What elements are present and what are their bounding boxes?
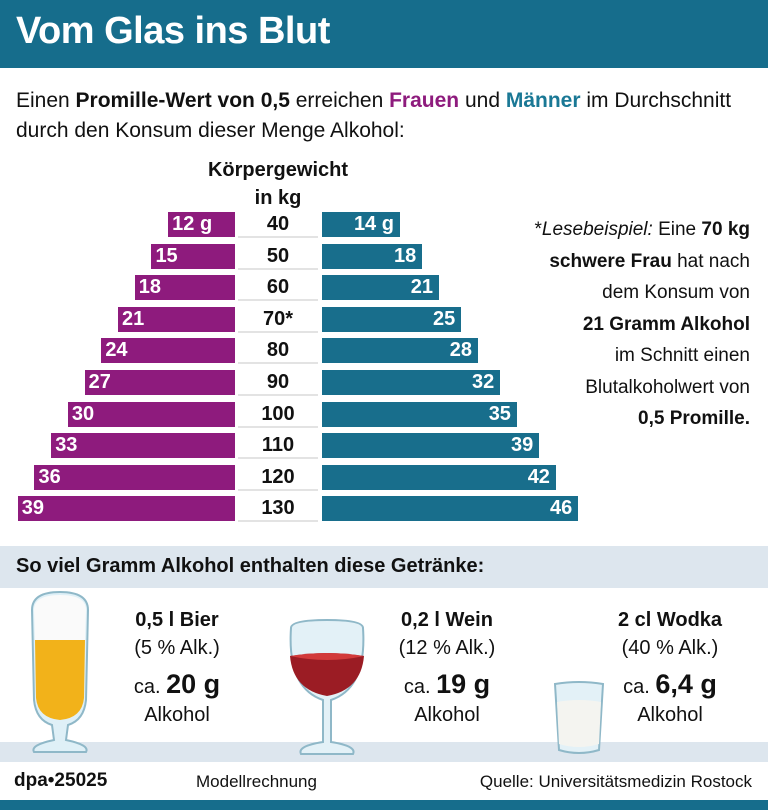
chart-row: 90 27 32 [0, 368, 768, 396]
weight-label: 100 [238, 400, 318, 428]
bar-women: 21 [118, 306, 235, 332]
bottom-band [0, 800, 768, 810]
reading-example: *Lesebeispiel: Eine 70 kg schwere Frau h… [470, 214, 750, 435]
bar-women: 27 [84, 370, 235, 395]
bar-women: 33 [51, 433, 235, 459]
intro-promille: Promille-Wert von 0,5 [75, 89, 290, 112]
bar-men: 18 [322, 243, 423, 269]
chart-row: 110 33 39 [0, 431, 768, 460]
drink-beer: 0,5 l Bier (5 % Alk.) ca. 20 g Alkohol [112, 606, 242, 729]
weight-label: 60 [238, 273, 318, 302]
drink-percent: (12 % Alk.) [398, 637, 496, 659]
note-text: 70 kg [701, 219, 750, 240]
bar-women: 36 [34, 464, 235, 490]
note-text: hat nach [671, 250, 750, 272]
pyramid-chart: 40 12 g 14 g 50 15 18 60 18 21 70* 21 25 80 24 28 90 27 3… [0, 210, 768, 540]
source-note: Quelle: Universitätsmedizin Rostock [479, 772, 752, 791]
chart-row: 50 15 18 [0, 242, 768, 270]
table-band [0, 742, 768, 762]
weight-label: 120 [238, 463, 318, 491]
note-text: 21 Gramm Alkohol [582, 313, 750, 335]
section-title: So viel Gramm Alkohol enthalten diese Ge… [16, 555, 485, 577]
legend-women: Frauen [389, 89, 460, 112]
note-label: Lesebeispiel: [541, 219, 653, 240]
drink-wine: 0,2 l Wein (12 % Alk.) ca. 19 g Alkohol [382, 606, 512, 729]
chart-row: 60 18 21 [0, 273, 768, 302]
bar-men: 14 g [322, 212, 400, 237]
weight-label: 90 [238, 368, 318, 396]
weight-label: 40 [238, 210, 318, 238]
intro-part: und [459, 89, 506, 112]
graphic-id: dpa•25025 [14, 770, 108, 791]
bar-men: 39 [322, 433, 540, 459]
chart-row: 70* 21 25 [0, 305, 768, 333]
bar-women: 18 [134, 275, 235, 301]
note-text: Eine [652, 219, 702, 240]
bar-men: 46 [322, 496, 579, 522]
note-asterisk: * [534, 219, 542, 240]
drink-amount: 19 g [436, 669, 491, 699]
bar-men: 28 [322, 338, 478, 364]
section-band: So viel Gramm Alkohol enthalten diese Ge… [0, 546, 768, 588]
drink-name: 0,5 l Bier [135, 609, 219, 631]
shot-glass-icon [553, 681, 605, 754]
intro-part: erreichen [289, 89, 390, 112]
drink-unit: Alkohol [414, 704, 480, 726]
drink-unit: Alkohol [144, 704, 210, 726]
bar-women: 39 [17, 496, 235, 522]
drink-amount: 20 g [166, 669, 221, 699]
intro-part: im Durchschnitt durch den Konsum dieser … [16, 89, 732, 142]
axis-title-line1: Körpergewicht [207, 159, 349, 181]
weight-label: 80 [238, 336, 318, 365]
note-text: Blutalkoholwert von [585, 376, 750, 398]
weight-label: 130 [238, 494, 318, 523]
chart-row: 130 39 46 [0, 494, 768, 523]
drink-vodka: 2 cl Wodka (40 % Alk.) ca. 6,4 g Alkohol [600, 606, 740, 729]
drink-ca: ca. [133, 676, 161, 698]
intro-part: Einen [16, 89, 76, 112]
chart-row: 80 24 28 [0, 336, 768, 365]
drink-percent: (5 % Alk.) [134, 637, 220, 659]
note-text: 0,5 Promille. [638, 408, 750, 429]
bar-men: 42 [322, 464, 556, 490]
bar-men: 21 [322, 275, 439, 301]
page-title: Vom Glas ins Blut [16, 10, 330, 52]
drink-amount: 6,4 g [655, 669, 717, 699]
bar-women: 12 g [168, 212, 235, 237]
bar-men: 25 [322, 306, 462, 332]
drink-unit: Alkohol [637, 704, 703, 726]
intro-text: Einen Promille-Wert von 0,5 erreichen Fr… [16, 86, 756, 146]
weight-label: 70* [238, 305, 318, 333]
drink-percent: (40 % Alk.) [621, 637, 719, 659]
axis-title: Körpergewicht in kg [180, 156, 376, 212]
drink-ca: ca. [623, 676, 650, 698]
bar-men: 32 [322, 370, 501, 395]
drink-name: 0,2 l Wein [401, 609, 493, 631]
note-text: schwere Frau [549, 250, 672, 272]
drink-ca: ca. [403, 676, 431, 698]
axis-title-line2: in kg [254, 187, 302, 209]
wine-glass-icon [289, 618, 365, 755]
note-text: im Schnitt einen [614, 345, 750, 366]
footer: dpa•25025 Modellrechnung Quelle: Univers… [0, 764, 768, 798]
chart-row: 100 30 35 [0, 400, 768, 428]
bar-women: 30 [67, 401, 235, 427]
weight-label: 110 [238, 431, 318, 460]
bar-men: 35 [322, 401, 517, 427]
drink-name: 2 cl Wodka [617, 609, 723, 631]
beer-glass-icon [30, 590, 90, 753]
weight-label: 50 [238, 242, 318, 270]
chart-row: 120 36 42 [0, 463, 768, 491]
header-band: Vom Glas ins Blut [0, 0, 768, 68]
chart-row: 40 12 g 14 g [0, 210, 768, 238]
bar-women: 24 [101, 338, 235, 364]
note-text: dem Konsum von [602, 282, 750, 303]
model-note: Modellrechnung [196, 772, 317, 791]
bar-women: 15 [151, 243, 235, 269]
legend-men: Männer [505, 89, 581, 112]
